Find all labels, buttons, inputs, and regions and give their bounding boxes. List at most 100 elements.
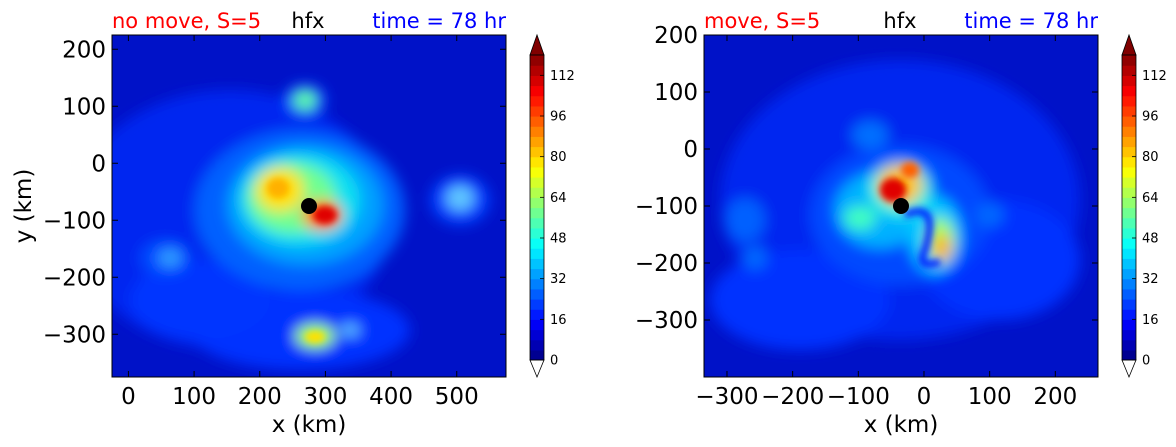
colorbar-extend-min xyxy=(529,359,545,379)
colorbar-frame xyxy=(529,54,545,361)
colorbar-band xyxy=(1122,349,1136,361)
colorbar-band xyxy=(1122,217,1136,229)
colorbar-band xyxy=(1122,238,1136,249)
colorbar-band xyxy=(1122,319,1136,331)
y-tick-label: 200 xyxy=(654,23,698,49)
colorbar-band xyxy=(530,319,544,331)
colorbar-band xyxy=(1122,197,1136,209)
y-tick-label: −100 xyxy=(635,194,698,220)
colorbar-band xyxy=(1122,258,1136,270)
colorbar-tick-label: 48 xyxy=(550,232,567,247)
right-y-axis-ticks: 200 100 0 −100 −200 −300 xyxy=(635,23,1098,334)
colorbar-band xyxy=(1122,227,1136,239)
right-title-experiment: move, S=5 xyxy=(704,9,820,33)
left-y-axis-ticks: 200 100 0 −100 −200 −300 xyxy=(43,37,506,348)
colorbar-band xyxy=(530,55,544,66)
colorbar-band xyxy=(1122,156,1136,168)
colorbar-band xyxy=(1122,339,1136,351)
left-x-axis-ticks: 0 100 200 300 400 500 xyxy=(121,35,479,410)
x-tick-label: 200 xyxy=(1033,384,1077,410)
right-storm-center-marker xyxy=(893,198,909,214)
right-x-axis-ticks: −300 −200 −100 0 100 200 xyxy=(695,35,1077,410)
x-tick-label: 200 xyxy=(238,384,282,410)
colorbar-band xyxy=(1122,105,1136,117)
colorbar-frame xyxy=(1121,54,1137,361)
left-x-axis-label: x (km) xyxy=(272,412,347,438)
right-contour-field xyxy=(704,35,1098,377)
colorbar-tick-label: 96 xyxy=(550,110,567,125)
x-tick-label: −300 xyxy=(695,384,758,410)
left-contour-field xyxy=(112,35,506,377)
colorbar-band xyxy=(1122,268,1136,280)
colorbar-band xyxy=(530,166,544,178)
x-tick-label: 100 xyxy=(968,384,1012,410)
colorbar-tick-label: 48 xyxy=(1142,232,1159,247)
y-tick-label: −300 xyxy=(43,322,106,348)
colorbar-tick-label: 32 xyxy=(550,272,567,287)
colorbar-band xyxy=(530,116,544,127)
colorbar-band xyxy=(1122,116,1136,127)
colorbar-band xyxy=(1122,136,1136,148)
colorbar-band xyxy=(1122,288,1136,300)
colorbar-tick-label: 0 xyxy=(1142,354,1150,369)
colorbar-extend-max xyxy=(1121,33,1137,56)
colorbar-tick-label: 96 xyxy=(1142,110,1159,125)
colorbar-band xyxy=(530,126,544,137)
colorbar-band xyxy=(1122,329,1136,341)
right-x-axis-label: x (km) xyxy=(864,412,939,438)
colorbar-band xyxy=(1122,126,1136,137)
left-y-axis-label: y (km) xyxy=(11,169,37,244)
y-tick-label: −200 xyxy=(43,265,106,291)
colorbar-tick-label: 16 xyxy=(1142,313,1159,328)
colorbar-band xyxy=(1122,55,1136,66)
colorbar-band xyxy=(530,248,544,259)
colorbar-extend-min xyxy=(1121,359,1137,379)
colorbar-tick-label: 0 xyxy=(550,354,558,369)
x-tick-label: 500 xyxy=(435,384,479,410)
left-colorbar: 0 16 32 48 64 80 96 112 xyxy=(529,33,575,379)
colorbar-band xyxy=(530,156,544,168)
left-panel: no move, S=5 hfx time = 78 hr xyxy=(11,9,575,438)
colorbar-band xyxy=(530,75,544,87)
colorbar-tick-label: 80 xyxy=(550,150,567,165)
colorbar-tick-label: 112 xyxy=(1142,69,1167,84)
colorbar-tick-label: 112 xyxy=(550,69,575,84)
colorbar-band xyxy=(530,95,544,107)
colorbar-tick-label: 16 xyxy=(550,313,567,328)
colorbar-tick-label: 64 xyxy=(550,191,567,206)
colorbar-band xyxy=(530,227,544,239)
colorbar-band xyxy=(1122,166,1136,178)
x-tick-label: 0 xyxy=(121,384,136,410)
y-tick-label: 100 xyxy=(62,94,106,120)
x-tick-label: −200 xyxy=(761,384,824,410)
x-tick-label: 300 xyxy=(303,384,347,410)
x-tick-label: 0 xyxy=(917,384,932,410)
colorbar-band xyxy=(530,329,544,341)
colorbar-band xyxy=(1122,278,1136,290)
left-axes-frame xyxy=(111,34,507,378)
colorbar-band xyxy=(1122,187,1136,198)
colorbar-band xyxy=(1122,248,1136,259)
left-storm-center-marker xyxy=(301,198,317,214)
colorbar-band xyxy=(1122,207,1136,219)
colorbar-tick-label: 64 xyxy=(1142,191,1159,206)
colorbar-band xyxy=(530,238,544,249)
right-panel: move, S=5 hfx time = 78 hr xyxy=(635,9,1167,438)
colorbar-band xyxy=(530,268,544,280)
colorbar-band xyxy=(1122,65,1136,76)
colorbar-band xyxy=(530,187,544,198)
y-tick-label: 0 xyxy=(683,137,698,163)
y-tick-label: −100 xyxy=(43,208,106,234)
x-tick-label: 400 xyxy=(369,384,413,410)
right-title-variable: hfx xyxy=(883,9,916,33)
colorbar-band xyxy=(1122,95,1136,107)
y-tick-label: 200 xyxy=(62,37,106,63)
colorbar-band xyxy=(530,177,544,188)
colorbar-band xyxy=(530,85,544,97)
y-tick-label: −300 xyxy=(635,308,698,334)
colorbar-band xyxy=(530,349,544,361)
colorbar-band xyxy=(1122,299,1136,310)
right-title-time: time = 78 hr xyxy=(964,9,1098,33)
colorbar-band xyxy=(530,217,544,229)
